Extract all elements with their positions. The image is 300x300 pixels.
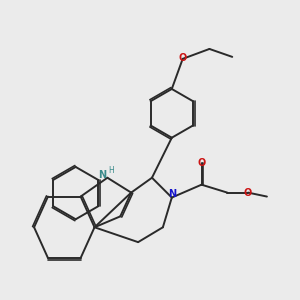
Text: H: H bbox=[108, 166, 114, 175]
Text: N: N bbox=[98, 170, 106, 180]
Text: O: O bbox=[178, 53, 187, 63]
Text: N: N bbox=[168, 189, 176, 199]
Text: O: O bbox=[197, 158, 206, 168]
Text: O: O bbox=[244, 188, 252, 198]
